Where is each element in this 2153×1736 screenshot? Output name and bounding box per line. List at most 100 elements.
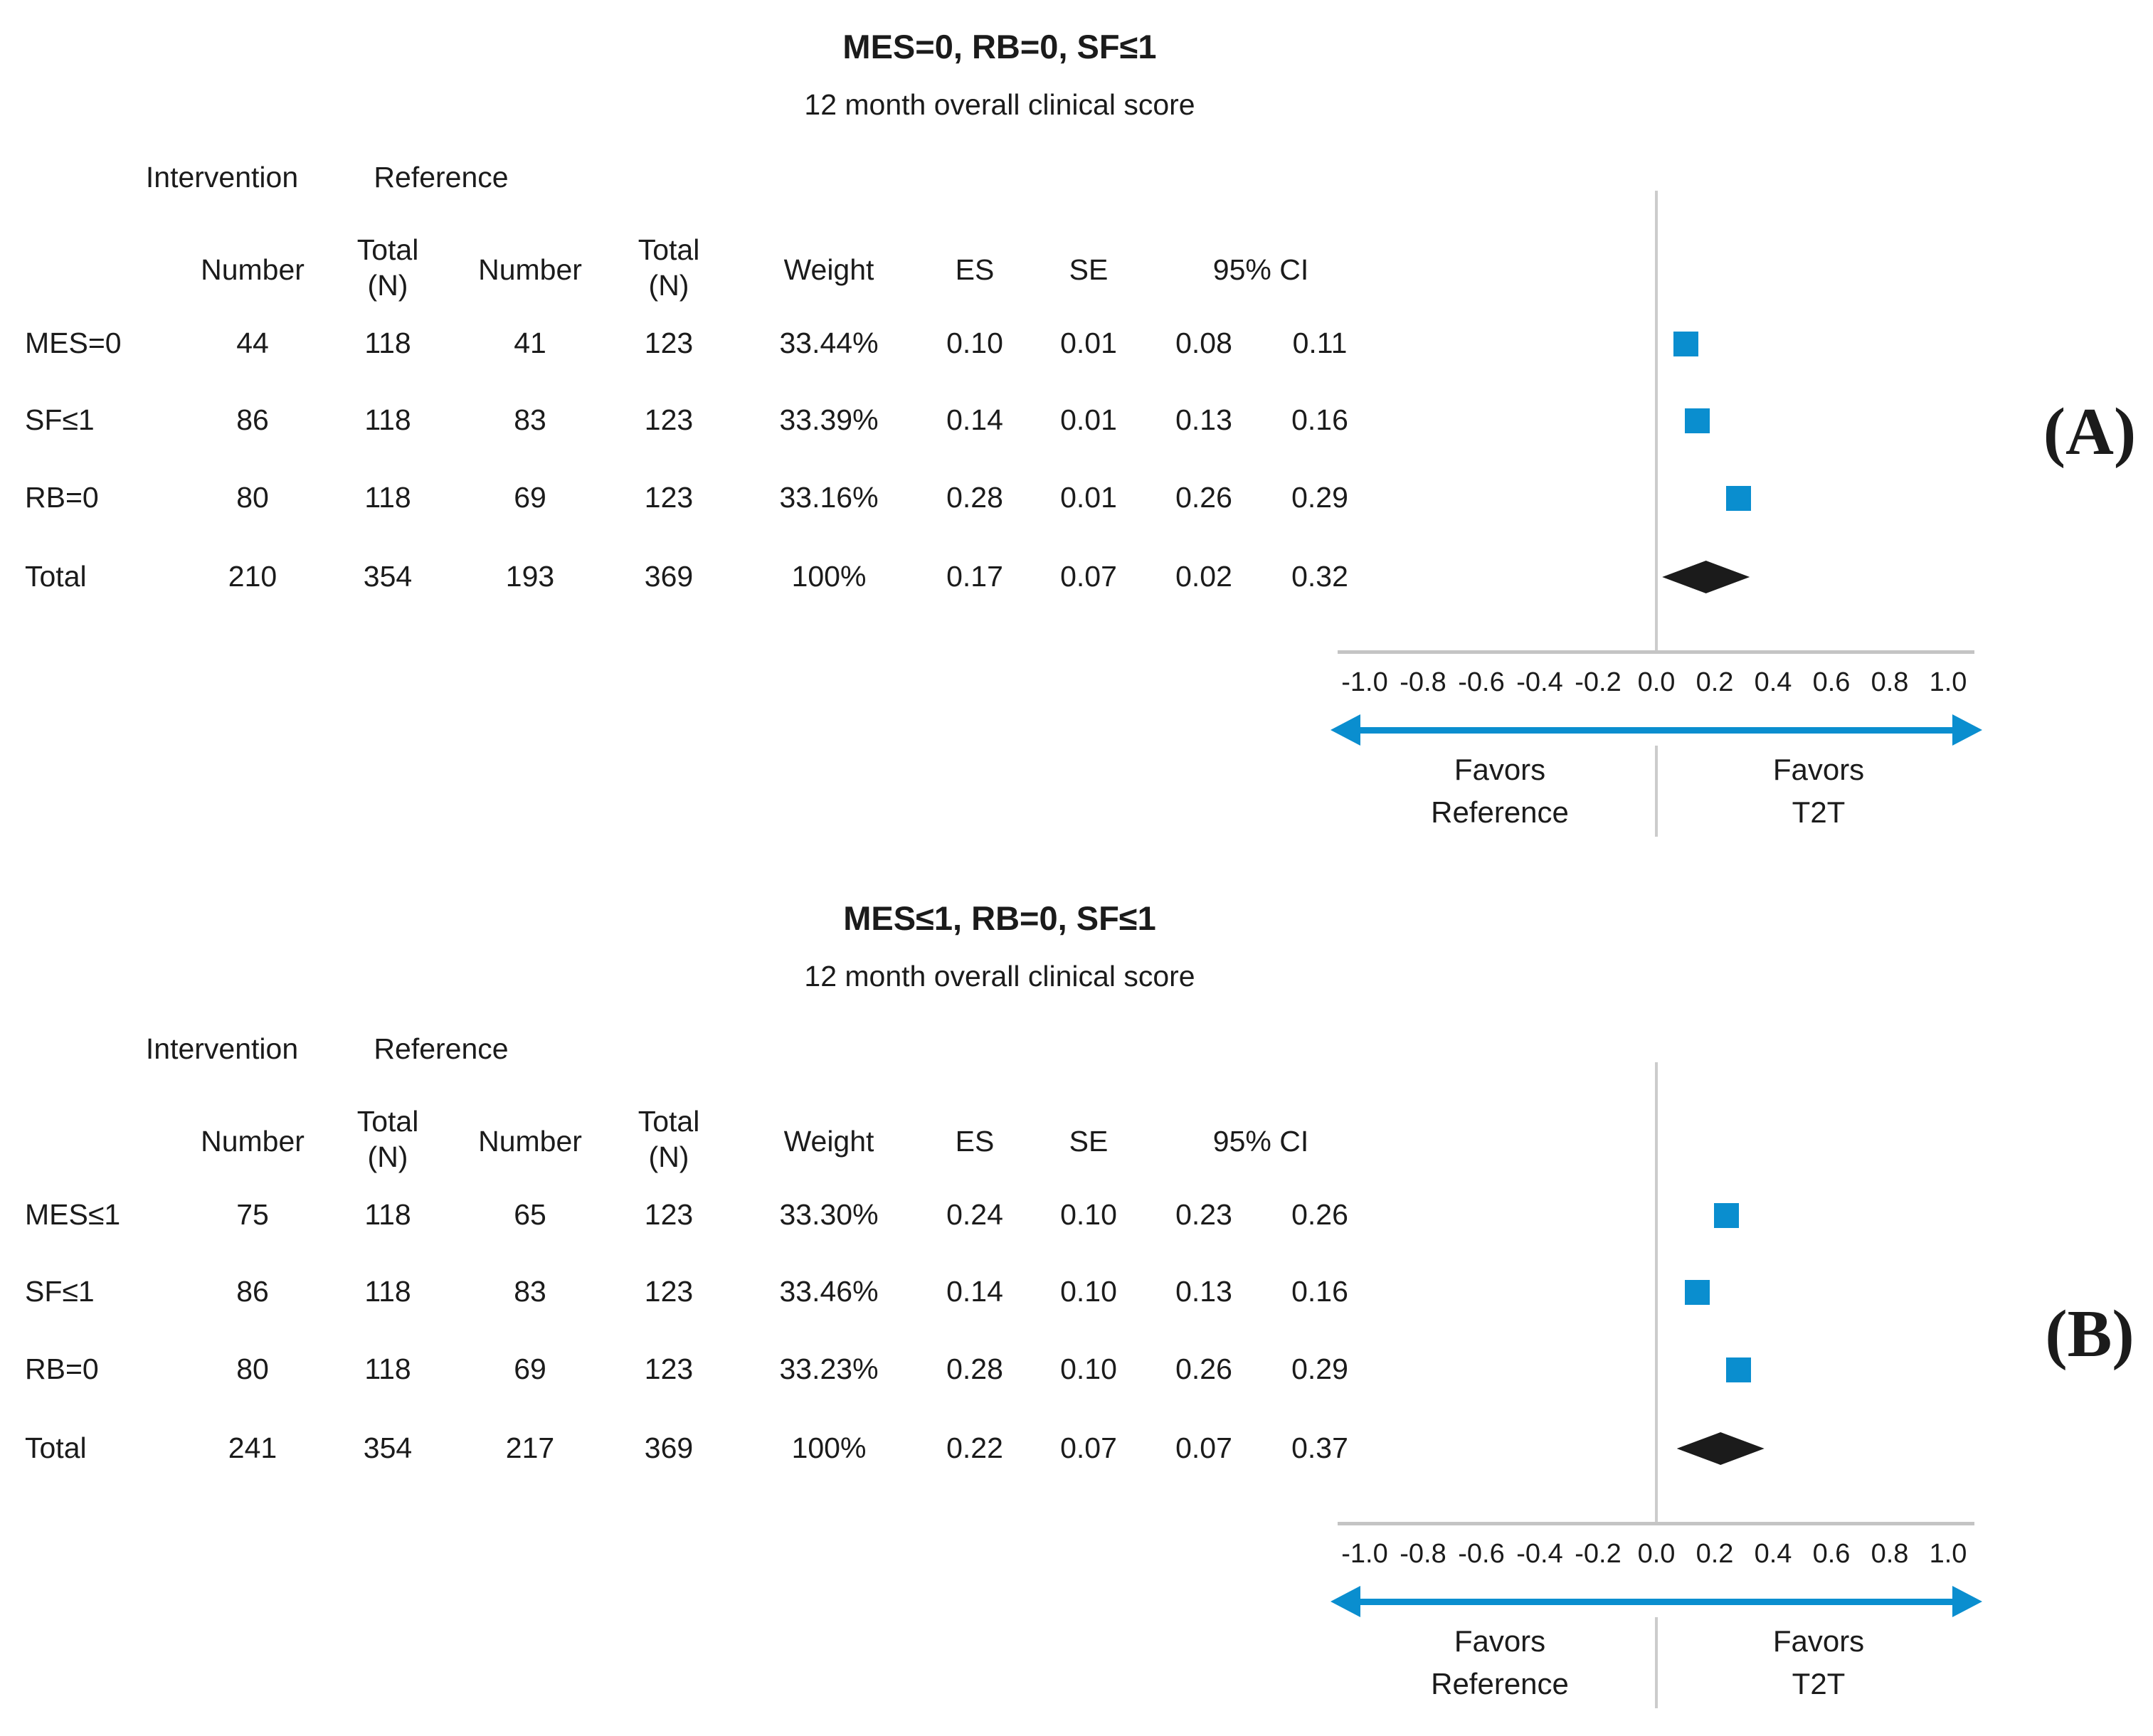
axis-tick-label: 1.0 (1929, 667, 1967, 697)
favors-t2t-label: Favors T2T (1773, 748, 1864, 834)
cell-reference-total: 369 (644, 1431, 694, 1464)
axis-tick-label: -0.6 (1458, 1539, 1505, 1569)
favors-line2: T2T (1792, 1667, 1846, 1700)
cell-intervention-total: 118 (364, 1353, 411, 1385)
cell-se: 0.10 (1060, 1275, 1117, 1308)
cell-intervention-total: 118 (364, 1275, 411, 1308)
cell-weight: 33.44% (779, 327, 879, 359)
row-label: Total (25, 1431, 87, 1464)
axis-tick-label: -0.4 (1516, 667, 1563, 697)
panel-subtitle: 12 month overall clinical score (804, 960, 1195, 993)
cell-reference-number: 83 (514, 403, 546, 436)
cell-es: 0.28 (946, 1353, 1003, 1385)
cell-weight: 33.23% (779, 1353, 879, 1385)
col-header-total-line1: Total (356, 233, 419, 266)
axis-tick-label: -0.2 (1575, 667, 1622, 697)
axis-tick-label: -1.0 (1341, 1539, 1388, 1569)
cell-reference-number: 83 (514, 1275, 546, 1308)
cell-reference-number: 69 (514, 1353, 546, 1385)
effect-size-square-marker (1685, 408, 1710, 433)
cell-intervention-total: 354 (363, 1431, 413, 1464)
col-header-number-intervention: Number (201, 253, 305, 286)
cell-reference-total: 123 (644, 1275, 694, 1308)
row-label: SF≤1 (25, 1275, 95, 1308)
direction-arrow (1349, 1599, 1964, 1605)
arrow-left-head-icon (1331, 714, 1360, 746)
cell-weight: 100% (791, 560, 867, 593)
favors-line1: Favors (1772, 1624, 1865, 1658)
panel-b: MES≤1, RB=0, SF≤1 12 month overall clini… (0, 872, 2153, 1736)
cell-es: 0.28 (946, 481, 1003, 514)
cell-ci-high: 0.37 (1291, 1431, 1348, 1464)
direction-arrow (1349, 727, 1964, 734)
favors-line2: T2T (1792, 795, 1846, 829)
axis-tick-label: 1.0 (1929, 1539, 1967, 1569)
panel-tag-a: (A) (2043, 395, 2137, 469)
axis-tick-label: 0.8 (1871, 1539, 1909, 1569)
effect-size-square-marker (1725, 486, 1751, 511)
cell-reference-total: 123 (644, 1353, 694, 1385)
cell-ci-low: 0.26 (1175, 1353, 1232, 1385)
cell-reference-total: 123 (644, 1198, 694, 1231)
cell-ci-high: 0.26 (1291, 1198, 1348, 1231)
col-header-total-line2: (N) (367, 269, 408, 302)
cell-reference-total: 123 (644, 327, 694, 359)
col-header-total-line2: (N) (648, 1140, 689, 1173)
table-row: RB=0 80 118 69 123 33.23% 0.28 0.10 0.26… (0, 1353, 1459, 1390)
arrow-right-head-icon (1952, 714, 1982, 746)
cell-es: 0.14 (946, 403, 1003, 436)
favors-line1: Favors (1454, 1624, 1546, 1658)
cell-ci-low: 0.02 (1175, 560, 1232, 593)
axis-tick-label: -0.4 (1516, 1539, 1563, 1569)
col-header-number-reference: Number (478, 253, 582, 286)
cell-weight: 33.16% (779, 481, 879, 514)
favors-reference-label: Favors Reference (1431, 748, 1569, 834)
col-header-total-reference: Total (N) (638, 232, 700, 303)
cell-intervention-total: 118 (364, 327, 411, 359)
col-header-total-line2: (N) (367, 1140, 408, 1173)
cell-ci-low: 0.26 (1175, 481, 1232, 514)
axis-tick-label: -0.8 (1400, 1539, 1446, 1569)
col-header-se: SE (1069, 253, 1109, 286)
zero-reference-line (1655, 1062, 1658, 1523)
group-header-intervention: Intervention (145, 161, 299, 194)
axis-tick-label: 0.6 (1812, 1539, 1851, 1569)
cell-weight: 33.39% (779, 403, 879, 436)
cell-se: 0.10 (1060, 1198, 1117, 1231)
cell-se: 0.01 (1060, 327, 1117, 359)
zero-line-extension (1655, 746, 1658, 837)
favors-line2: Reference (1431, 1667, 1569, 1700)
zero-line-extension (1655, 1617, 1658, 1708)
panel-tag-b: (B) (2045, 1297, 2135, 1371)
cell-reference-total: 123 (644, 481, 694, 514)
cell-ci-high: 0.32 (1291, 560, 1348, 593)
col-header-number-reference: Number (478, 1125, 582, 1158)
panel-title: MES≤1, RB=0, SF≤1 (843, 899, 1156, 937)
favors-line2: Reference (1431, 795, 1569, 829)
cell-se: 0.01 (1060, 481, 1117, 514)
table-row: MES≤1 75 118 65 123 33.30% 0.24 0.10 0.2… (0, 1198, 1459, 1235)
col-header-number-intervention: Number (201, 1125, 305, 1158)
cell-reference-total: 369 (644, 560, 694, 593)
cell-intervention-total: 354 (363, 560, 413, 593)
cell-se: 0.07 (1060, 560, 1117, 593)
cell-weight: 100% (791, 1431, 867, 1464)
axis-tick-label: -0.2 (1575, 1539, 1622, 1569)
col-header-ci: 95% CI (1212, 253, 1309, 286)
cell-intervention-total: 118 (364, 481, 411, 514)
cell-se: 0.07 (1060, 1431, 1117, 1464)
zero-reference-line (1655, 191, 1658, 652)
col-header-ci: 95% CI (1212, 1125, 1309, 1158)
axis-tick-label: 0.4 (1754, 1539, 1792, 1569)
axis-tick-label: 0.2 (1696, 1539, 1734, 1569)
col-header-weight: Weight (783, 253, 874, 286)
cell-reference-number: 193 (505, 560, 555, 593)
cell-reference-number: 217 (505, 1431, 555, 1464)
panel-subtitle: 12 month overall clinical score (804, 88, 1195, 121)
axis-tick-label: 0.0 (1637, 667, 1676, 697)
cell-reference-number: 69 (514, 481, 546, 514)
axis-tick-label: 0.2 (1696, 667, 1734, 697)
col-header-total-intervention: Total (N) (357, 1103, 419, 1175)
row-label: SF≤1 (25, 403, 95, 436)
cell-es: 0.10 (946, 327, 1003, 359)
